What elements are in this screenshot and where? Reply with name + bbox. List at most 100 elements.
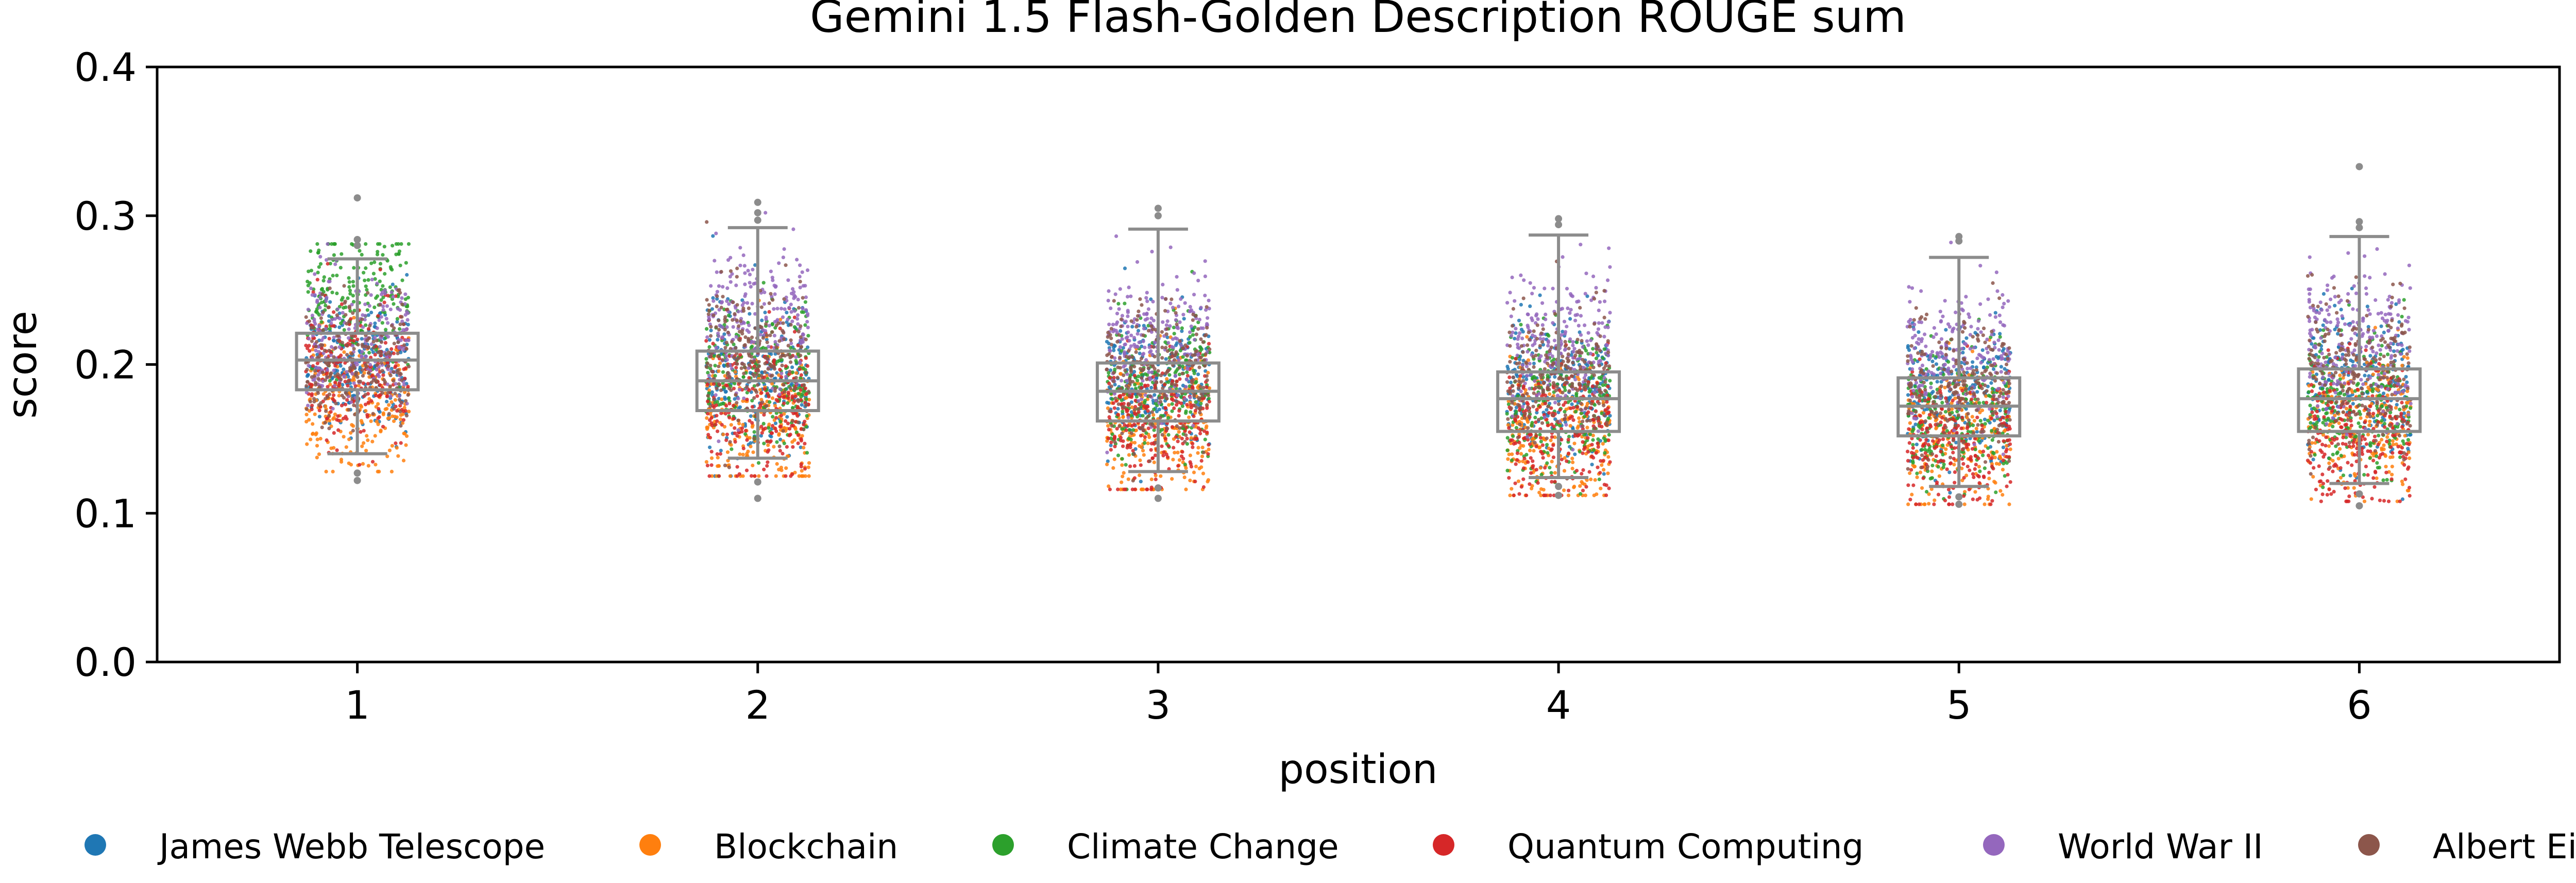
strip-point <box>718 361 722 365</box>
strip-point <box>1968 390 1972 395</box>
strip-point <box>1949 461 1953 465</box>
strip-point <box>328 300 332 304</box>
strip-point <box>740 426 744 430</box>
strip-point <box>725 432 729 436</box>
strip-point <box>759 434 763 438</box>
strip-point <box>1120 398 1124 402</box>
strip-point <box>1960 416 1964 420</box>
strip-point <box>786 421 790 426</box>
strip-point <box>711 296 715 300</box>
strip-point <box>1121 415 1125 419</box>
strip-point <box>1947 431 1952 435</box>
strip-point <box>1973 447 1977 452</box>
strip-point <box>1944 396 1948 400</box>
strip-point <box>785 415 789 419</box>
strip-point <box>1549 438 1553 443</box>
strip-point <box>1975 430 1979 434</box>
strip-point <box>1201 485 1206 489</box>
strip-point <box>728 474 732 478</box>
strip-point <box>331 417 335 421</box>
strip-point <box>1551 443 1555 447</box>
strip-point <box>344 445 348 449</box>
strip-point <box>329 446 333 450</box>
strip-point <box>349 317 353 321</box>
strip-point <box>1184 358 1188 362</box>
strip-point <box>770 322 774 327</box>
strip-point <box>2405 380 2409 384</box>
strip-point <box>1998 489 2003 493</box>
strip-point <box>347 437 351 441</box>
strip-point <box>1170 425 1175 429</box>
strip-point <box>2329 419 2333 423</box>
strip-point <box>2001 468 2005 472</box>
strip-point <box>1560 457 1564 462</box>
strip-point <box>324 303 328 308</box>
strip-point <box>2344 435 2348 439</box>
strip-point <box>745 438 749 442</box>
strip-point <box>387 403 391 407</box>
strip-point <box>1975 498 1979 502</box>
strip-point <box>382 300 386 304</box>
strip-point <box>1593 478 1597 482</box>
strip-point <box>1514 418 1518 423</box>
strip-point <box>1968 436 1972 440</box>
strip-point <box>1550 460 1554 464</box>
strip-point <box>1929 487 1934 491</box>
strip-point <box>748 371 752 375</box>
strip-point <box>1606 471 1610 476</box>
strip-point <box>342 367 346 371</box>
strip-point <box>1540 443 1545 447</box>
strip-point <box>741 452 745 457</box>
strip-point <box>406 322 410 327</box>
strip-point <box>1599 459 1603 463</box>
strip-point <box>1134 395 1139 399</box>
strip-point <box>369 399 374 403</box>
strip-point <box>1194 400 1198 404</box>
strip-point <box>307 418 311 422</box>
strip-point <box>788 427 792 431</box>
strip-point <box>1915 471 1919 476</box>
strip-point <box>2327 461 2331 465</box>
strip-point <box>401 459 406 463</box>
strip-point <box>1596 441 1600 446</box>
strip-point <box>336 414 340 418</box>
strip-point <box>769 435 773 439</box>
strip-point <box>306 279 310 284</box>
strip-point <box>1521 386 1526 390</box>
strip-point <box>405 273 409 277</box>
strip-point <box>389 400 394 404</box>
strip-point <box>800 403 804 407</box>
strip-point <box>1205 406 1209 410</box>
strip-point <box>758 388 762 392</box>
strip-point <box>719 449 723 453</box>
strip-point <box>1121 444 1125 448</box>
strip-point <box>788 432 792 437</box>
strip-point <box>763 310 767 315</box>
strip-point <box>1161 453 1165 457</box>
strip-point <box>2398 407 2402 412</box>
strip-point <box>1908 421 1912 425</box>
strip-point <box>2381 478 2385 482</box>
strip-point <box>383 341 388 345</box>
strip-point <box>1920 427 1924 432</box>
strip-point <box>366 400 370 404</box>
strip-point <box>1130 405 1134 410</box>
strip-point <box>1538 405 1542 409</box>
strip-point <box>748 419 752 423</box>
strip-point <box>335 291 339 296</box>
strip-point <box>1560 427 1564 431</box>
strip-point <box>1136 329 1141 333</box>
strip-point <box>1180 329 1184 333</box>
strip-point <box>348 292 352 296</box>
strip-point <box>1550 435 1554 439</box>
strip-point <box>1973 331 1977 335</box>
strip-point <box>766 460 770 464</box>
strip-point <box>319 320 324 324</box>
strip-point <box>2371 372 2375 377</box>
strip-point <box>761 281 766 285</box>
strip-point <box>1193 409 1198 413</box>
strip-point <box>806 345 810 349</box>
strip-point <box>793 427 798 431</box>
strip-point <box>1522 456 1527 461</box>
strip-point <box>2385 478 2389 482</box>
